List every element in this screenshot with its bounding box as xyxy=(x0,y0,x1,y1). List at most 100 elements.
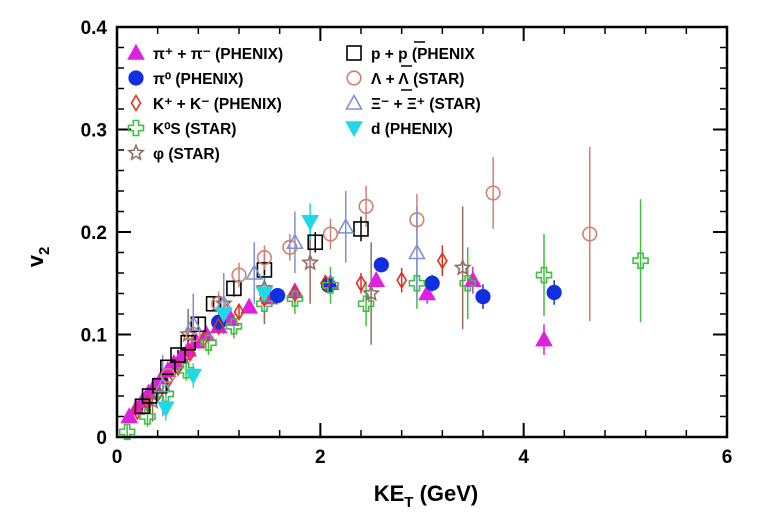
legend-label: d (PHENIX) xyxy=(371,121,453,138)
data-point xyxy=(409,212,425,228)
legend-marker xyxy=(346,70,362,86)
legend-label: φ (STAR) xyxy=(153,146,220,163)
y-axis-title-main: v xyxy=(23,254,48,267)
data-point xyxy=(362,283,381,302)
legend-entry: K⁰S (STAR) xyxy=(127,119,236,138)
data-point xyxy=(535,330,553,347)
data-point xyxy=(353,221,369,237)
data-point xyxy=(396,271,408,290)
data-point xyxy=(582,226,598,242)
data-point xyxy=(180,334,196,351)
data-point xyxy=(184,315,203,332)
data-point xyxy=(170,347,186,363)
x-axis-title-unit: (GeV) xyxy=(413,481,478,506)
data-point xyxy=(301,253,320,271)
legend-entry: p + p (PHENIX xyxy=(346,41,475,63)
data-point xyxy=(459,274,477,292)
data-point xyxy=(240,297,259,314)
data-point xyxy=(485,185,501,201)
data-point xyxy=(231,267,247,283)
data-point xyxy=(301,214,320,231)
legend-label: π⁰ (PHENIX) xyxy=(153,71,243,88)
y-axis-title: v2 xyxy=(23,247,53,268)
legend-marker xyxy=(346,45,362,61)
data-point xyxy=(535,266,553,284)
data-point xyxy=(355,274,367,293)
data-point xyxy=(367,271,386,287)
series-d-phenix xyxy=(156,214,320,418)
data-point xyxy=(153,376,172,393)
y-tick-label: 0.1 xyxy=(81,326,108,347)
data-point xyxy=(245,263,264,280)
x-tick-label: 0 xyxy=(112,447,123,468)
legend-label: π⁺ + π⁻ (PHENIX) xyxy=(153,46,283,63)
x-tick-label: 4 xyxy=(518,447,529,468)
legend-marker xyxy=(127,43,145,60)
data-point xyxy=(632,252,649,270)
data-point xyxy=(307,234,324,251)
data-point xyxy=(120,407,139,424)
data-point xyxy=(286,233,304,250)
x-tick-label: 2 xyxy=(315,447,326,468)
legend: π⁺ + π⁻ (PHENIX) π⁰ (PHENIX) K⁺ + K⁻ (PHEN… xyxy=(126,41,481,163)
error-bars xyxy=(126,146,642,441)
data-point xyxy=(286,290,304,307)
axis-ticks xyxy=(116,26,728,438)
data-point xyxy=(205,295,222,312)
data-point xyxy=(213,317,225,336)
legend-entry: Ξ⁻ + Ξ⁺ (STAR) xyxy=(345,89,481,113)
y-tick-label: 0.3 xyxy=(81,121,107,142)
legend-marker xyxy=(345,121,363,138)
legend-label: Ξ⁻ + Ξ⁺ (STAR) xyxy=(371,96,481,113)
legend-entry: K⁺ + K⁻ (PHENIX) xyxy=(130,93,282,113)
legend-label: K⁺ + K⁻ (PHENIX) xyxy=(153,96,282,113)
data-point xyxy=(453,258,472,276)
x-axis-title: KET (GeV) xyxy=(374,481,479,511)
plot-frame xyxy=(115,25,729,439)
legend-entry: π⁺ + π⁻ (PHENIX) xyxy=(127,43,283,63)
data-point xyxy=(322,276,339,294)
data-point xyxy=(185,326,201,343)
data-point xyxy=(424,275,440,291)
data-point xyxy=(436,251,448,270)
data-point xyxy=(270,287,286,304)
y-tick-label: 0.4 xyxy=(81,18,108,39)
data-point xyxy=(475,288,491,305)
data-point xyxy=(357,295,375,313)
legend-label: Λ + Λ (STAR) xyxy=(371,71,464,88)
legend-marker xyxy=(345,93,363,110)
data-point xyxy=(118,423,136,441)
data-point xyxy=(142,394,153,413)
x-axis-title-main: KE xyxy=(374,481,405,506)
data-points xyxy=(118,185,649,441)
data-point xyxy=(160,367,176,384)
data-point xyxy=(256,295,273,313)
data-point xyxy=(141,388,158,404)
data-point xyxy=(256,250,273,266)
legend-marker xyxy=(127,119,145,137)
data-point xyxy=(160,359,176,376)
data-point xyxy=(156,401,175,418)
data-point xyxy=(233,302,245,322)
x-axis-title-sub: T xyxy=(404,494,413,511)
data-point xyxy=(282,239,298,255)
y-tick-label: 0.2 xyxy=(81,223,107,244)
legend-marker xyxy=(128,70,144,86)
data-point xyxy=(408,274,426,292)
series-0-phenix xyxy=(211,257,562,330)
data-point xyxy=(131,402,143,421)
data-point xyxy=(358,198,374,214)
data-point xyxy=(226,280,242,297)
legend-marker xyxy=(130,93,142,113)
data-point xyxy=(225,317,243,335)
legend-label: K⁰S (STAR) xyxy=(153,121,236,138)
series-star xyxy=(153,217,426,393)
data-point xyxy=(408,243,426,260)
data-point xyxy=(200,334,217,352)
series-star xyxy=(160,185,598,384)
data-point xyxy=(255,286,274,303)
legend-entry: φ (STAR) xyxy=(126,143,220,163)
legend-marker xyxy=(126,143,146,161)
y-tick-label: 0 xyxy=(96,428,107,449)
